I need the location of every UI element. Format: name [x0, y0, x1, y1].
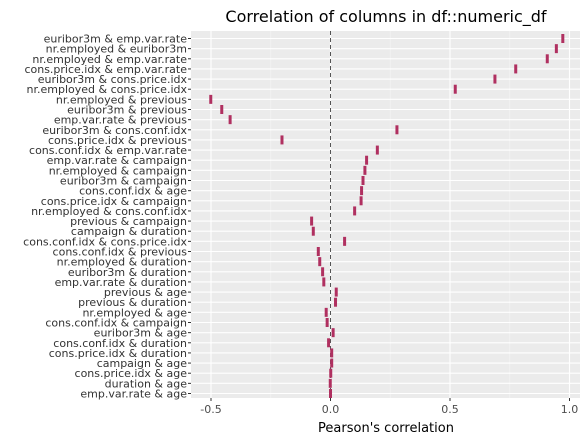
- y-tick-label: cons.conf.idx & cons.price.idx: [23, 235, 187, 248]
- y-tick-label: euribor3m & emp.var.rate: [44, 33, 188, 46]
- data-point: [329, 389, 332, 398]
- data-point: [343, 236, 347, 246]
- chart-title: Correlation of columns in df::numeric_df: [225, 7, 547, 27]
- data-point: [310, 216, 314, 226]
- data-point: [330, 358, 334, 368]
- data-point: [311, 226, 315, 236]
- data-point: [453, 84, 457, 94]
- data-point: [228, 115, 232, 125]
- y-tick-label: euribor3m & duration: [68, 266, 187, 279]
- data-point: [316, 247, 320, 256]
- y-tick-label: nr.employed & cons.conf.idx: [31, 205, 187, 218]
- y-tick-label: campaign & duration: [71, 225, 187, 238]
- y-tick-label: nr.employed & euribor3m: [46, 43, 187, 56]
- y-tick-label: previous & campaign: [70, 215, 187, 228]
- x-tick-label: 0.0: [322, 403, 340, 416]
- data-point: [395, 125, 399, 135]
- y-tick-label: cons.conf.idx & previous: [53, 246, 188, 259]
- plot-panel: [191, 31, 580, 398]
- y-tick-label: nr.employed & duration: [57, 256, 187, 269]
- data-point: [220, 105, 224, 114]
- y-tick-label: previous & duration: [78, 296, 187, 309]
- y-tick-label: nr.employed & cons.price.idx: [27, 83, 188, 96]
- x-axis-label: Pearson's correlation: [318, 421, 454, 436]
- x-tick-label: -0.5: [200, 403, 221, 416]
- y-tick-label: nr.employed & emp.var.rate: [32, 53, 187, 66]
- y-tick-label: nr.employed & campaign: [49, 164, 187, 177]
- data-point: [327, 338, 331, 348]
- data-point: [359, 196, 363, 206]
- x-tick-label: 1.0: [561, 403, 579, 416]
- y-tick-label: cons.price.idx & age: [75, 367, 188, 380]
- data-point: [363, 165, 367, 175]
- data-point: [360, 186, 364, 196]
- y-tick-label: euribor3m & age: [94, 327, 188, 340]
- y-tick-label: nr.employed & age: [82, 306, 187, 319]
- data-point: [328, 378, 332, 388]
- y-tick-label: cons.conf.idx & campaign: [45, 317, 187, 330]
- y-tick-label: euribor3m & previous: [67, 104, 187, 117]
- y-tick-label: euribor3m & cons.conf.idx: [42, 124, 187, 137]
- data-point: [561, 34, 565, 43]
- data-point: [324, 307, 328, 317]
- data-point: [280, 135, 284, 145]
- data-point: [375, 145, 379, 155]
- y-tick-label: duration & age: [105, 377, 188, 390]
- data-point: [514, 64, 518, 74]
- data-point: [353, 206, 357, 216]
- y-tick-label: cons.price.idx & duration: [49, 347, 187, 360]
- y-tick-label: cons.price.idx & campaign: [41, 195, 187, 208]
- y-tick-label: cons.conf.idx & emp.var.rate: [29, 144, 187, 157]
- data-point: [318, 257, 322, 267]
- y-tick-label: euribor3m & cons.price.idx: [38, 73, 188, 86]
- data-point: [322, 277, 326, 287]
- data-points: [209, 34, 565, 398]
- y-tick-label: previous & age: [104, 286, 187, 299]
- data-point: [330, 348, 334, 358]
- data-point: [554, 44, 558, 54]
- data-point: [361, 176, 365, 185]
- y-tick-label: cons.price.idx & previous: [48, 134, 187, 147]
- y-tick-label: campaign & age: [97, 357, 188, 370]
- y-tick-label: cons.conf.idx & age: [79, 185, 187, 198]
- data-point: [331, 328, 335, 338]
- data-point: [329, 368, 333, 378]
- y-tick-label: emp.var.rate & campaign: [47, 154, 187, 167]
- data-point: [321, 267, 325, 277]
- y-tick-label: emp.var.rate & previous: [54, 114, 187, 127]
- data-point: [325, 318, 329, 327]
- y-tick-label: nr.employed & previous: [56, 93, 187, 106]
- data-point: [493, 74, 497, 84]
- y-tick-label: cons.conf.idx & duration: [53, 337, 187, 350]
- x-tick-label: 0.5: [441, 403, 459, 416]
- data-point: [209, 94, 213, 104]
- grid-minor: [270, 31, 511, 398]
- x-tick-labels: -0.5 0.0 0.5 1.0: [200, 398, 578, 416]
- data-point: [365, 155, 369, 165]
- data-point: [334, 297, 338, 307]
- y-tick-label: emp.var.rate & duration: [55, 276, 187, 289]
- y-tick-label: euribor3m & campaign: [60, 175, 187, 188]
- y-tick-label: emp.var.rate & age: [80, 388, 187, 401]
- y-tick-label: cons.price.idx & emp.var.rate: [24, 63, 187, 76]
- data-point: [334, 287, 338, 297]
- data-point: [545, 54, 549, 64]
